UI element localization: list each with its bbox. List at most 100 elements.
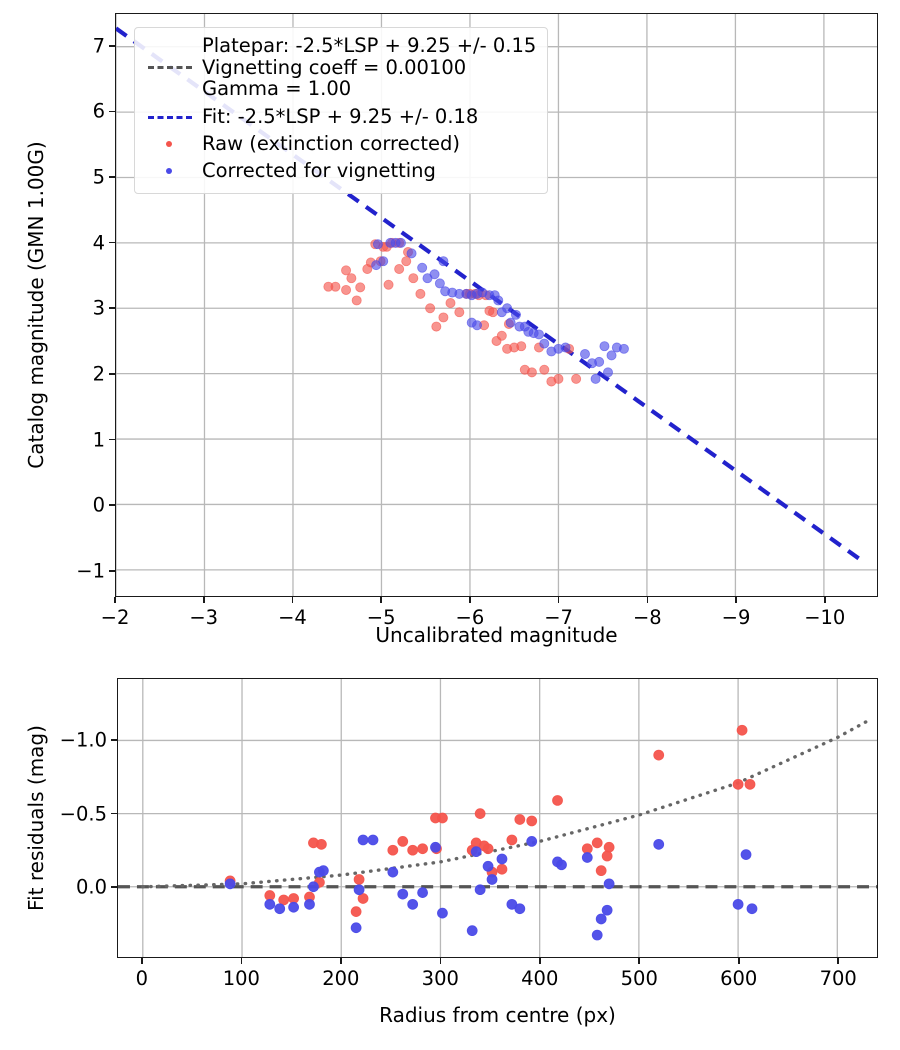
data-point xyxy=(496,853,508,865)
data-point xyxy=(355,282,366,293)
data-point xyxy=(603,878,615,890)
data-point xyxy=(437,907,448,919)
data-point xyxy=(415,288,426,299)
legend-entry-corrected: Corrected for vignetting xyxy=(146,157,534,184)
data-point xyxy=(351,295,362,306)
legend-key-gray-dashed-line xyxy=(146,57,194,77)
scatter-series-raw xyxy=(323,237,582,387)
y-axis-title: Catalog magnitude (GMN 1.00G) xyxy=(24,141,48,469)
blue-dashed-line-icon xyxy=(148,115,192,119)
y-tick-label: 6 xyxy=(92,99,105,123)
data-point xyxy=(581,852,593,863)
data-point xyxy=(367,834,379,846)
data-point xyxy=(506,834,518,846)
data-point xyxy=(526,815,538,827)
y-tickmark xyxy=(109,45,115,47)
data-point xyxy=(445,298,456,309)
legend-label-gamma: Gamma = 1.00 xyxy=(202,77,352,101)
data-point xyxy=(408,273,419,284)
data-point xyxy=(407,844,419,856)
data-point xyxy=(474,808,486,819)
data-point xyxy=(438,256,449,267)
legend-key-blue-dashed-line xyxy=(146,107,194,127)
legend-label-vignetting-coeff: Vignetting coeff = 0.00100 xyxy=(202,56,467,80)
data-point xyxy=(552,795,563,806)
data-point xyxy=(264,898,276,910)
y-tickmark xyxy=(109,373,115,375)
x-tickmark xyxy=(240,958,243,964)
legend-label-raw: Raw (extinction corrected) xyxy=(202,132,460,156)
y-tick-label: 0.0 xyxy=(75,875,107,899)
data-point xyxy=(601,904,613,916)
data-point xyxy=(653,749,665,761)
legend-label-corrected: Corrected for vignetting xyxy=(202,159,436,183)
x-tick-label: −4 xyxy=(278,606,307,629)
data-point xyxy=(417,887,428,898)
data-point xyxy=(539,364,550,375)
data-point xyxy=(740,849,752,860)
data-point xyxy=(571,373,582,384)
data-point xyxy=(601,850,613,862)
scatter-series-corrected xyxy=(224,834,758,941)
y-tickmark xyxy=(111,886,117,889)
data-point xyxy=(308,837,319,849)
red-dot-marker-icon xyxy=(166,140,172,147)
data-point xyxy=(591,929,603,941)
legend-label-fit: Fit: -2.5*LSP + 9.25 +/- 0.18 xyxy=(202,105,479,129)
x-tick-label: 500 xyxy=(620,967,658,990)
x-tickmark xyxy=(646,597,649,603)
x-tickmark xyxy=(538,958,541,964)
photometric-calibration-panel: Platepar: -2.5*LSP + 9.25 +/- 0.15 Vigne… xyxy=(115,13,878,597)
data-point xyxy=(317,865,329,877)
data-point xyxy=(595,913,607,925)
data-point xyxy=(304,898,315,910)
data-point xyxy=(653,838,665,850)
data-point xyxy=(591,837,603,849)
x-tick-label: 300 xyxy=(421,967,459,990)
data-point xyxy=(590,373,601,384)
x-tick-label: 0 xyxy=(135,967,149,990)
data-point xyxy=(474,884,486,896)
x-tick-label: −2 xyxy=(100,606,130,629)
data-point xyxy=(406,248,417,259)
data-point xyxy=(288,901,299,913)
data-point xyxy=(357,893,369,904)
x-tick-label: 700 xyxy=(819,967,857,990)
data-point xyxy=(514,903,526,915)
legend-key-blank xyxy=(146,35,194,55)
data-point xyxy=(417,262,428,273)
legend-key-red-dot-marker xyxy=(146,134,194,154)
data-point xyxy=(430,841,441,853)
data-point xyxy=(580,349,590,360)
data-point xyxy=(397,888,409,900)
data-point xyxy=(505,317,516,328)
legend-label-platepar: Platepar: -2.5*LSP + 9.25 +/- 0.15 xyxy=(202,34,537,57)
data-point xyxy=(746,903,758,915)
x-tick-label: −7 xyxy=(544,606,573,629)
data-point xyxy=(560,342,571,353)
y-tickmark xyxy=(109,504,115,506)
y-tickmark xyxy=(109,438,115,441)
x-tick-label: −3 xyxy=(189,606,219,629)
legend: Platepar: -2.5*LSP + 9.25 +/- 0.15 Vigne… xyxy=(134,27,548,195)
y-tick-label: −1 xyxy=(76,559,105,582)
data-point xyxy=(224,878,236,890)
data-point xyxy=(478,840,490,852)
data-point xyxy=(514,814,526,825)
data-point xyxy=(486,874,498,885)
data-point xyxy=(526,367,537,378)
data-point xyxy=(350,922,362,934)
data-point xyxy=(362,264,373,275)
scatter-series-corrected xyxy=(371,237,629,384)
data-point xyxy=(350,906,362,918)
y-tick-label: 1 xyxy=(92,427,105,451)
x-tick-label: −9 xyxy=(721,606,751,629)
fit-residuals-plot xyxy=(118,679,877,957)
data-point xyxy=(496,863,508,875)
x-tickmark xyxy=(557,597,560,603)
data-point xyxy=(539,338,550,349)
data-point xyxy=(394,264,405,275)
data-point xyxy=(472,320,483,331)
legend-entry-raw: Raw (extinction corrected) xyxy=(146,130,534,157)
x-tick-label: −10 xyxy=(804,606,846,629)
